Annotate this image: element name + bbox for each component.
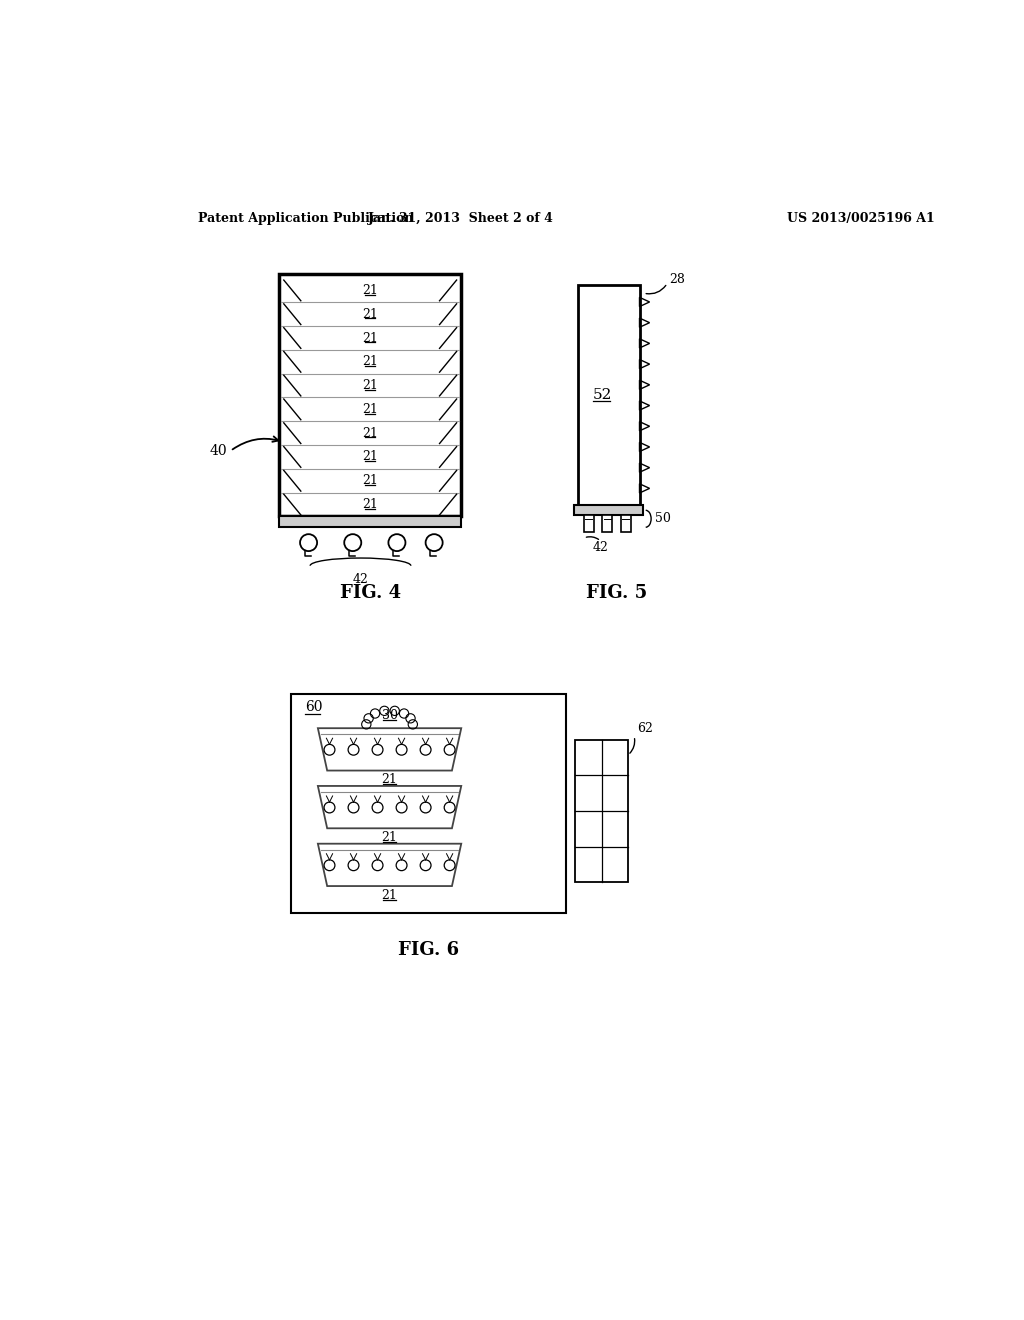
Text: 52: 52 [593, 388, 612, 403]
Bar [575, 739, 628, 882]
Bar [584, 515, 594, 532]
Text: 21: 21 [362, 474, 378, 487]
Text: 40: 40 [210, 444, 227, 458]
Text: 21: 21 [362, 379, 378, 392]
Text: 21: 21 [362, 355, 378, 368]
Text: 42: 42 [593, 541, 608, 554]
Bar [291, 693, 566, 913]
Text: 21: 21 [362, 450, 378, 463]
Text: Patent Application Publication: Patent Application Publication [198, 213, 414, 224]
Text: 21: 21 [382, 832, 397, 843]
Bar [602, 515, 612, 532]
Text: 21: 21 [362, 308, 378, 321]
Text: 21: 21 [362, 426, 378, 440]
Text: 60: 60 [305, 701, 323, 714]
Text: 21: 21 [362, 284, 378, 297]
Bar [574, 506, 643, 515]
Bar [621, 515, 631, 532]
Text: 21: 21 [382, 774, 397, 787]
Text: 21: 21 [382, 888, 397, 902]
Bar [280, 516, 461, 527]
Text: 21: 21 [362, 331, 378, 345]
Bar [578, 285, 640, 506]
Text: 50: 50 [655, 512, 671, 525]
Text: FIG. 6: FIG. 6 [397, 941, 459, 958]
Text: 42: 42 [352, 573, 369, 586]
Bar [280, 275, 461, 516]
Text: US 2013/0025196 A1: US 2013/0025196 A1 [786, 213, 935, 224]
Text: FIG. 4: FIG. 4 [340, 585, 400, 602]
Text: 21: 21 [362, 498, 378, 511]
Text: 30: 30 [382, 709, 397, 722]
Text: 62: 62 [637, 722, 653, 735]
Text: 28: 28 [669, 273, 685, 286]
Text: FIG. 5: FIG. 5 [586, 585, 647, 602]
Text: 21: 21 [362, 403, 378, 416]
Text: Jan. 31, 2013  Sheet 2 of 4: Jan. 31, 2013 Sheet 2 of 4 [369, 213, 554, 224]
